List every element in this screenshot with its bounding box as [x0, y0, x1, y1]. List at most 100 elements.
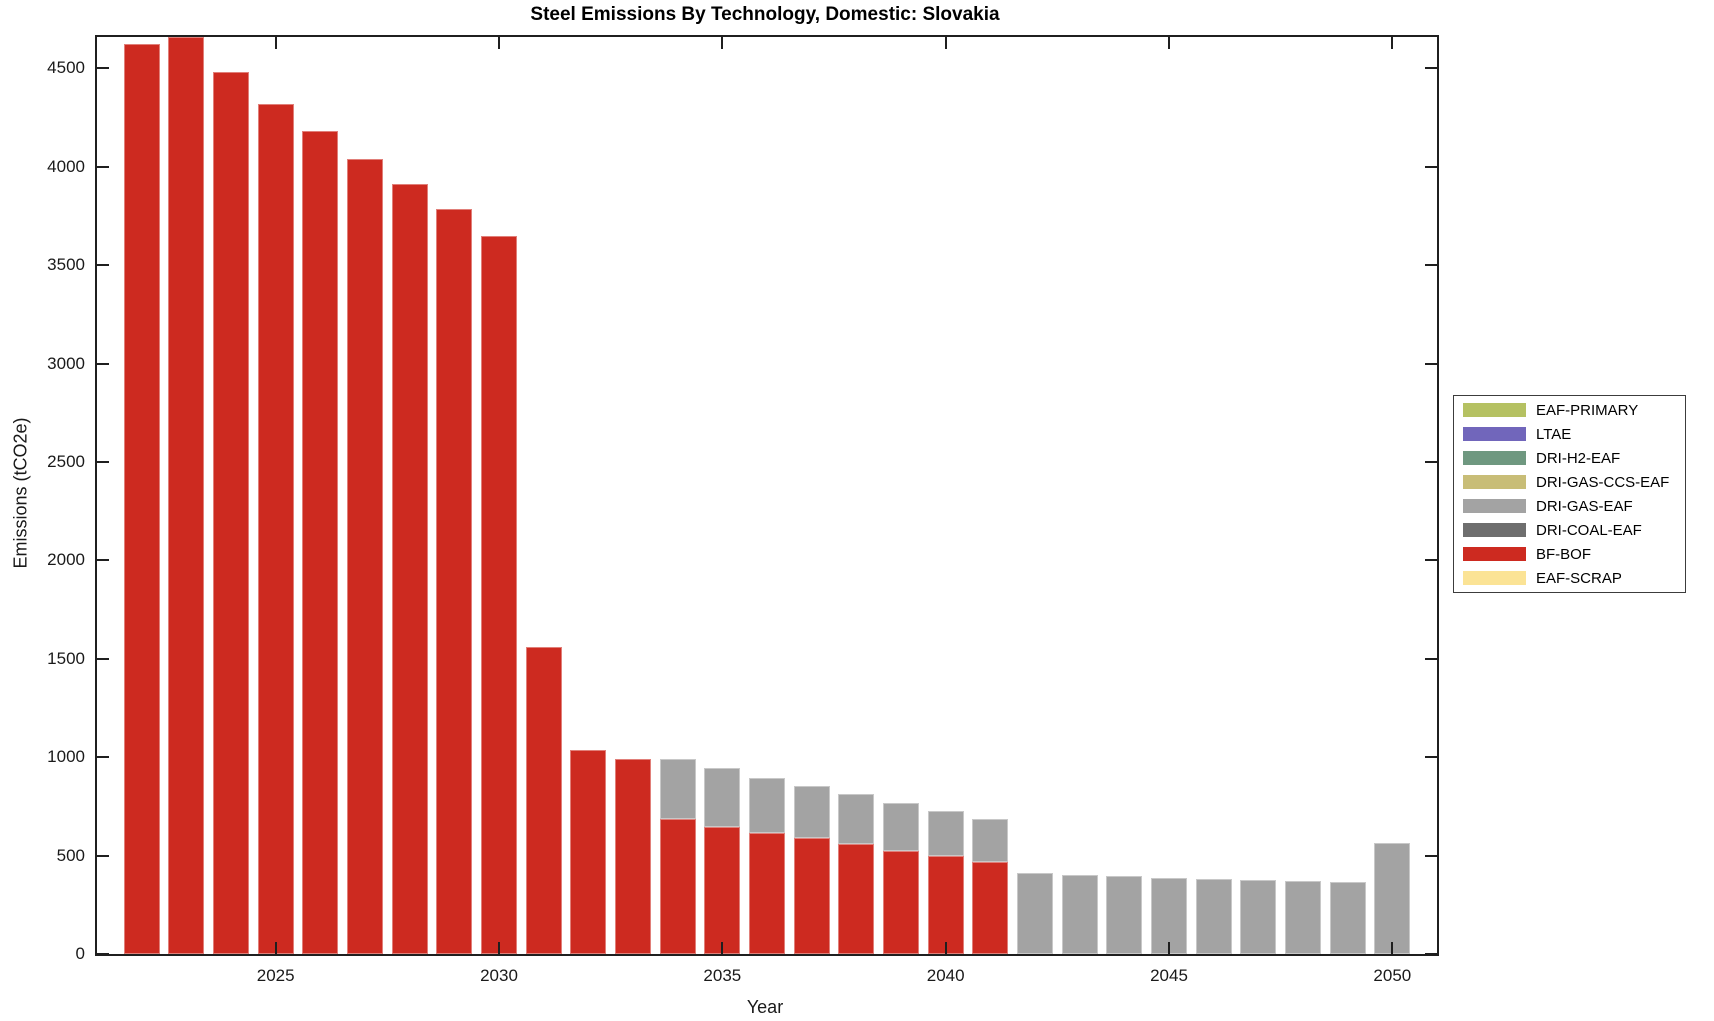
legend-color-swatch — [1463, 475, 1526, 489]
x-tick-label: 2035 — [703, 966, 742, 985]
x-tick-top — [1391, 37, 1394, 49]
x-tick-label: 2025 — [256, 966, 295, 985]
y-tick-label: 3000 — [47, 353, 85, 373]
legend-item-label: LTAE — [1536, 425, 1572, 443]
y-tick — [97, 461, 109, 464]
x-tick-label: 2050 — [1373, 966, 1412, 985]
y-tick-label: 3500 — [47, 255, 85, 275]
y-tick-right — [1425, 559, 1437, 562]
bar-segment-bf-bof — [257, 103, 294, 954]
bar-segment-dri-gas-eaf — [749, 777, 785, 833]
bar-segment-bf-bof — [793, 837, 830, 954]
legend-item-label: DRI-GAS-CCS-EAF — [1536, 473, 1670, 491]
bar-segment-dri-gas-eaf — [1061, 874, 1098, 954]
bar-segment-bf-bof — [659, 819, 696, 954]
y-tick-right — [1425, 362, 1437, 365]
bar-segment-dri-gas-eaf — [1151, 878, 1187, 954]
bar-segment-bf-bof — [481, 235, 517, 954]
bar-segment-bf-bof — [213, 72, 249, 954]
bar-segment-bf-bof — [168, 37, 205, 954]
bar-segment-dri-gas-eaf — [972, 819, 1009, 863]
legend-color-swatch — [1463, 427, 1526, 441]
legend-color-swatch — [1463, 523, 1526, 537]
y-tick — [97, 854, 109, 857]
y-tick-label: 2000 — [47, 550, 85, 570]
x-tick — [498, 942, 500, 954]
legend-item-label: DRI-COAL-EAF — [1536, 521, 1642, 539]
x-axis-label: Year — [746, 997, 784, 1017]
legend-color-swatch — [1463, 499, 1526, 513]
bar-segment-dri-gas-eaf — [927, 810, 964, 857]
y-tick-right — [1425, 165, 1437, 168]
y-tick-label: 2500 — [47, 452, 85, 472]
legend-item: EAF-PRIMARY — [1454, 398, 1685, 422]
bar-segment-dri-gas-eaf — [1285, 881, 1321, 954]
y-tick-right — [1425, 953, 1437, 955]
bar-segment-bf-bof — [704, 827, 741, 954]
legend-item-label: DRI-GAS-EAF — [1536, 497, 1633, 515]
y-tick-right — [1425, 854, 1437, 857]
x-tick — [1168, 942, 1170, 954]
y-tick — [97, 67, 109, 70]
bar-segment-dri-gas-eaf — [1329, 881, 1366, 954]
y-tick — [97, 657, 109, 660]
bar-segment-bf-bof — [347, 159, 383, 954]
legend-color-swatch — [1463, 451, 1526, 465]
bar-segment-dri-gas-eaf — [1106, 876, 1143, 954]
legend: EAF-PRIMARY LTAE DRI-H2-EAF DRI-GAS-CCS-EAF… — [1453, 395, 1686, 593]
legend-item: LTAE — [1454, 422, 1685, 446]
bar-segment-bf-bof — [570, 750, 607, 954]
y-tick — [97, 264, 109, 267]
x-tick-label: 2030 — [480, 966, 518, 985]
y-tick-right — [1425, 756, 1437, 759]
y-axis-label: Emissions (tCO2e) — [10, 417, 31, 569]
legend-item: DRI-H2-EAF — [1454, 446, 1685, 470]
y-tick — [97, 756, 109, 759]
legend-item-label: EAF-PRIMARY — [1536, 401, 1639, 419]
y-tick-right — [1425, 264, 1437, 267]
bar-segment-bf-bof — [838, 844, 875, 954]
bar-segment-dri-gas-eaf — [659, 759, 696, 820]
y-tick-label: 1500 — [47, 648, 85, 668]
x-tick-label: 2045 — [1150, 966, 1188, 985]
y-tick-label: 4000 — [47, 156, 85, 176]
y-tick — [97, 559, 109, 562]
legend-item-label: BF-BOF — [1536, 545, 1591, 563]
bar-segment-bf-bof — [525, 647, 562, 954]
x-tick — [274, 942, 277, 954]
bar-segment-dri-gas-eaf — [1017, 873, 1053, 954]
bar-segment-bf-bof — [927, 856, 964, 954]
x-tick — [1391, 942, 1394, 954]
bar-segment-bf-bof — [391, 183, 428, 954]
x-tick-top — [498, 37, 500, 49]
bar-segment-bf-bof — [302, 131, 339, 954]
bar-segment-bf-bof — [436, 209, 473, 954]
y-tick — [97, 362, 109, 365]
y-tick-right — [1425, 461, 1437, 464]
y-tick-right — [1425, 67, 1437, 70]
legend-item: EAF-SCRAP — [1454, 566, 1685, 590]
x-tick-top — [1168, 37, 1170, 49]
bar-segment-dri-gas-eaf — [1195, 879, 1232, 954]
plot-area: 2025 2030 2035 2040 2045 2050 0 500 1000 1500 2000… — [47, 35, 1439, 985]
legend-color-swatch — [1463, 403, 1526, 417]
legend-item: DRI-GAS-CCS-EAF — [1454, 470, 1685, 494]
bar-segment-dri-gas-eaf — [1374, 842, 1411, 954]
bar-segment-bf-bof — [749, 832, 785, 954]
y-tick-label: 500 — [56, 845, 85, 865]
bar-segment-dri-gas-eaf — [1240, 880, 1277, 954]
chart-title: Steel Emissions By Technology, Domestic:… — [530, 4, 1000, 25]
y-tick-right — [1425, 657, 1437, 660]
x-tick-label: 2040 — [926, 966, 965, 985]
legend-item: DRI-GAS-EAF — [1454, 494, 1685, 518]
bar-segment-bf-bof — [972, 862, 1009, 954]
bar-segment-bf-bof — [123, 43, 160, 954]
x-tick-top — [274, 37, 277, 49]
bar-segment-bf-bof — [883, 850, 919, 954]
x-tick — [721, 942, 724, 954]
y-tick-label: 4500 — [47, 58, 85, 78]
bar-segment-dri-gas-eaf — [793, 786, 830, 838]
legend-item: BF-BOF — [1454, 542, 1685, 566]
y-tick-label: 1000 — [47, 747, 85, 767]
